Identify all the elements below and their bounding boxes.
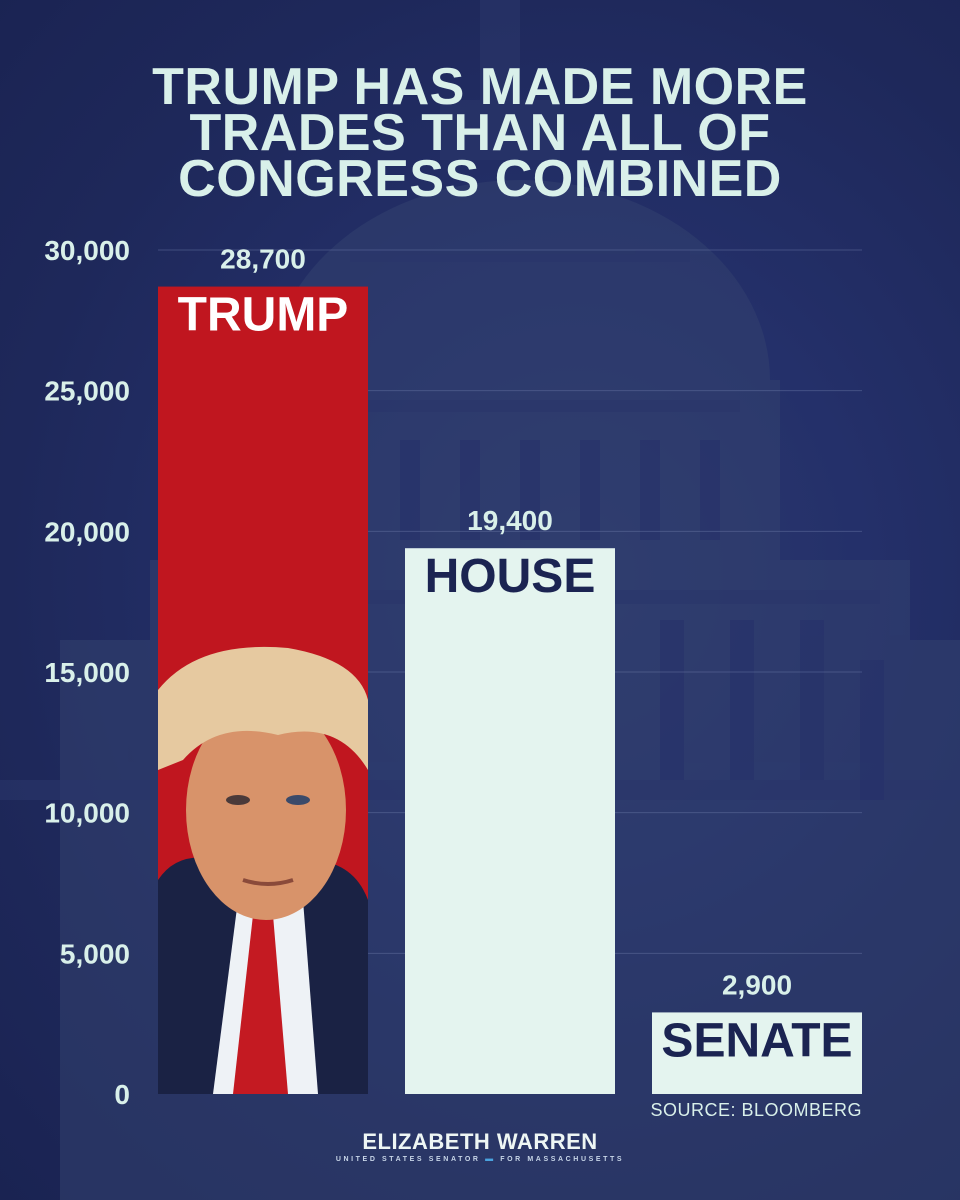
data-label-senate: 2,900: [722, 969, 792, 1000]
y-tick-label: 10,000: [44, 798, 130, 829]
bar-senate: [652, 1012, 862, 1094]
y-tick-label: 0: [114, 1079, 130, 1110]
photo-eye-left: [226, 795, 250, 805]
brand-subtitle: UNITED STATES SENATOR ▬ FOR MASSACHUSETT…: [0, 1154, 960, 1165]
y-tick-label: 5,000: [60, 938, 130, 969]
y-tick-label: 15,000: [44, 657, 130, 688]
category-label-senate: SENATE: [661, 1014, 852, 1067]
y-tick-label: 25,000: [44, 376, 130, 407]
title-line-2: TRADES THAN ALL OF: [189, 104, 771, 162]
title-line-1: TRUMP HAS MADE MORE: [152, 58, 808, 116]
photo-face: [186, 700, 346, 920]
data-label-trump: 28,700: [220, 244, 306, 275]
brand-name: ELIZABETH WARREN: [362, 1129, 598, 1154]
photo-mouth: [242, 878, 294, 886]
chart-title: TRUMP HAS MADE MORE TRADES THAN ALL OF C…: [0, 58, 960, 208]
category-label-house: HOUSE: [425, 550, 596, 603]
brand-subtitle-right: FOR MASSACHUSETTS: [500, 1156, 625, 1163]
massachusetts-icon: ▬: [485, 1154, 496, 1163]
category-label-trump: TRUMP: [178, 289, 349, 342]
title-line-3: CONGRESS COMBINED: [178, 150, 782, 208]
source-note: SOURCE: BLOOMBERG: [650, 1100, 862, 1120]
brand-footer: ELIZABETH WARREN UNITED STATES SENATOR ▬…: [0, 1130, 960, 1165]
y-tick-label: 30,000: [44, 235, 130, 266]
bar-house: [405, 548, 615, 1094]
data-label-house: 19,400: [467, 505, 553, 536]
photo-hair: [158, 646, 368, 770]
brand-subtitle-left: UNITED STATES SENATOR: [335, 1156, 481, 1163]
trump-photo: [158, 646, 368, 1094]
y-tick-label: 20,000: [44, 516, 130, 547]
photo-tie: [233, 915, 288, 1094]
photo-eye-right: [286, 795, 310, 805]
